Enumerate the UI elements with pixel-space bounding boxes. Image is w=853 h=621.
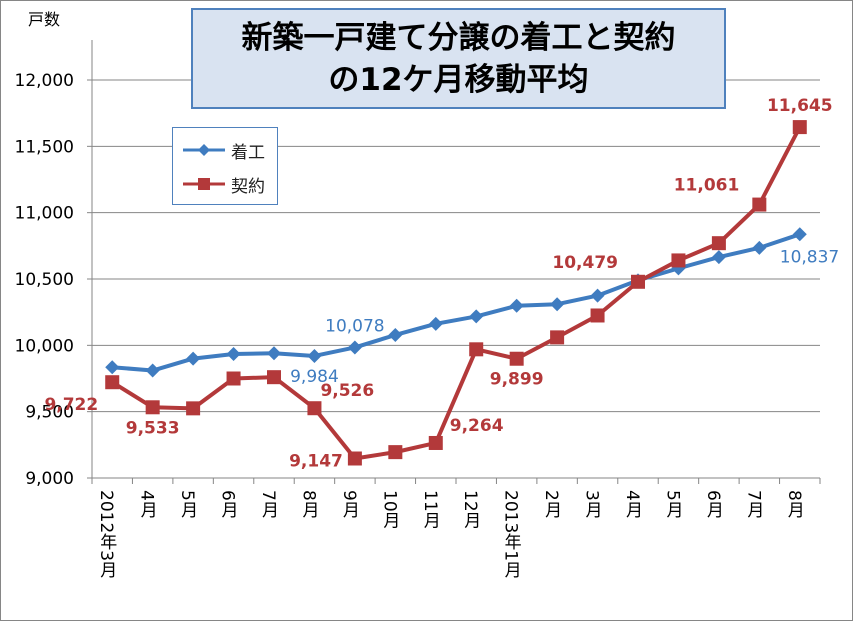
data-point-start	[590, 288, 605, 303]
data-point-start	[550, 297, 565, 312]
data-point-start	[347, 340, 362, 355]
data-label: 9,722	[44, 395, 98, 415]
data-point-contract	[186, 401, 201, 416]
data-point-contract	[469, 342, 484, 357]
data-point-start	[469, 309, 484, 324]
x-tick-label: 5月	[662, 490, 683, 518]
data-label: 9,533	[126, 418, 180, 438]
data-label: 9,264	[450, 416, 504, 436]
data-label: 9,526	[320, 381, 374, 401]
data-point-start	[307, 348, 322, 363]
data-point-contract	[428, 435, 443, 450]
data-label: 9,899	[490, 370, 544, 390]
data-point-start	[388, 327, 403, 342]
y-tick-label: 11,000	[15, 204, 74, 224]
data-label: 10,479	[552, 253, 618, 273]
legend-entry-contract: 契約	[181, 170, 273, 198]
x-tick-label: 6月	[218, 490, 239, 518]
x-tick-label: 3月	[582, 490, 603, 518]
data-label: 9,984	[290, 367, 339, 387]
y-tick-label: 10,500	[15, 270, 74, 290]
data-point-start	[711, 250, 726, 265]
x-tick-label: 9月	[339, 490, 360, 518]
data-point-start	[792, 227, 807, 242]
legend-entry-start: 着工	[181, 136, 273, 164]
data-point-start	[145, 363, 160, 378]
legend-square-marker-icon	[183, 178, 225, 190]
chart-title-line-1: 新築一戸建て分譲の着工と契約	[241, 19, 676, 56]
x-tick-label: 2012年3月	[96, 490, 117, 578]
x-tick-label: 4月	[137, 490, 158, 518]
data-point-start	[105, 360, 120, 375]
x-tick-label: 7月	[258, 490, 279, 518]
data-point-contract	[792, 120, 807, 135]
data-point-contract	[631, 274, 645, 289]
data-point-start	[752, 240, 767, 255]
data-point-contract	[671, 253, 686, 268]
data-label: 11,645	[767, 96, 833, 116]
x-tick-label: 4月	[622, 490, 643, 518]
x-tick-label: 8月	[784, 490, 805, 518]
data-point-start	[428, 316, 443, 331]
data-point-contract	[388, 445, 403, 460]
data-point-contract	[267, 370, 281, 385]
data-point-contract	[145, 400, 160, 415]
data-point-contract	[105, 375, 120, 390]
data-point-contract	[307, 401, 322, 416]
data-point-start	[186, 351, 201, 366]
data-point-contract	[550, 330, 565, 345]
chart-title-line-2: の12ケ月移動平均	[328, 61, 589, 98]
legend-label-start: 着工	[231, 143, 265, 163]
x-tick-label: 2月	[541, 490, 562, 518]
data-point-contract	[711, 236, 726, 251]
x-tick-label: 11月	[420, 490, 441, 529]
y-tick-label: 12,000	[15, 71, 74, 91]
data-point-contract	[509, 351, 524, 366]
data-point-start	[226, 346, 241, 361]
y-tick-label: 10,000	[15, 336, 74, 356]
x-tick-label: 6月	[703, 490, 724, 518]
data-label: 9,147	[289, 451, 343, 471]
data-label: 10,078	[325, 316, 384, 336]
chart-title-box: 新築一戸建て分譲の着工と契約 の12ケ月移動平均	[191, 8, 726, 109]
y-axis-title: 戸数	[28, 10, 60, 29]
data-point-contract	[752, 197, 767, 212]
data-point-contract	[226, 371, 241, 386]
x-tick-label: 8月	[298, 490, 319, 518]
x-tick-label: 12月	[460, 490, 481, 529]
data-point-start	[267, 346, 281, 361]
data-point-start	[509, 298, 524, 313]
y-tick-label: 9,000	[25, 469, 74, 489]
data-point-contract	[347, 451, 362, 466]
data-label: 10,837	[780, 247, 839, 267]
x-tick-label: 10月	[379, 490, 400, 529]
data-point-contract	[590, 308, 605, 323]
y-tick-label: 11,500	[15, 137, 74, 157]
x-tick-label: 2013年1月	[501, 490, 521, 578]
legend: 着工 契約	[172, 127, 278, 205]
legend-diamond-marker-icon	[183, 144, 225, 156]
data-label: 11,061	[674, 176, 740, 196]
legend-label-contract: 契約	[231, 177, 265, 197]
x-tick-label: 7月	[743, 490, 764, 518]
x-tick-label: 5月	[177, 490, 198, 518]
y-tick-label: 9,500	[25, 403, 74, 423]
